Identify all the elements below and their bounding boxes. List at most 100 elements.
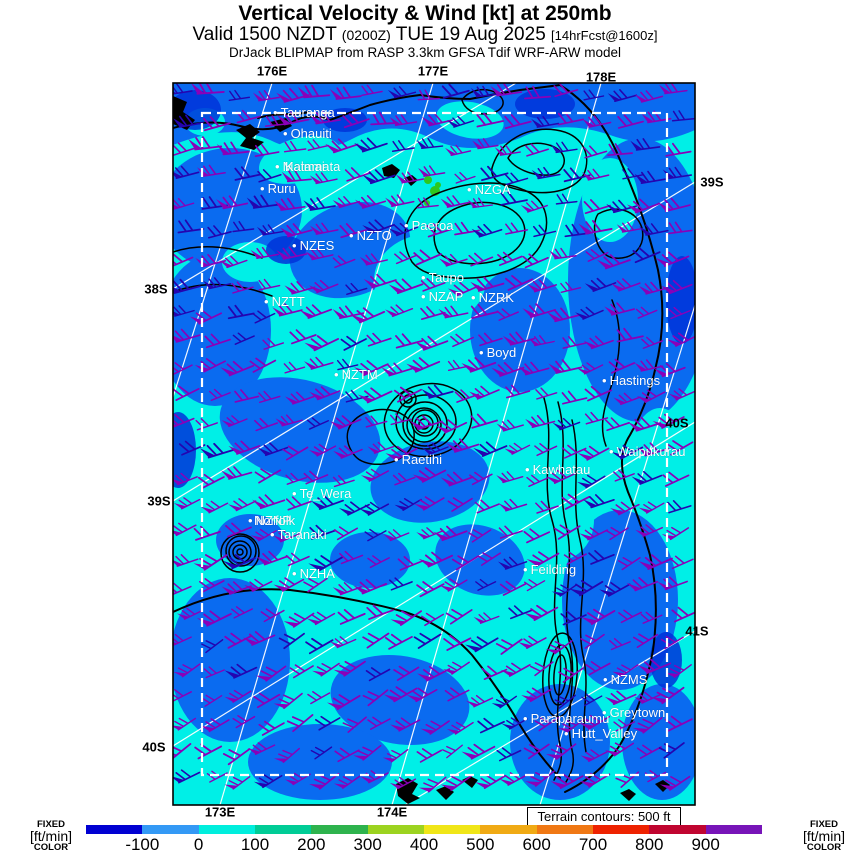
colorbar-units-fixed: FIXED — [810, 819, 838, 830]
colorbar-units-color: COLOR — [33, 842, 69, 853]
wind-barb — [508, 605, 534, 620]
wind-barb — [496, 419, 524, 432]
wind-barb — [332, 255, 356, 269]
wind-barb — [470, 276, 505, 292]
wind-barb — [473, 612, 500, 624]
wind-barb — [518, 361, 550, 376]
wind-barb — [340, 335, 367, 351]
wind-barb — [219, 255, 248, 269]
wind-barb — [611, 444, 644, 460]
wind-barb — [202, 277, 232, 290]
place-name: Kawhatau — [532, 462, 591, 477]
place-dot: • — [603, 672, 608, 687]
wind-barb — [417, 165, 446, 177]
wind-barb — [234, 389, 260, 403]
place-name: Taupo — [428, 270, 464, 285]
wind-barb — [173, 689, 192, 703]
place-dot: • — [421, 289, 426, 304]
grid-label: 174E — [376, 804, 408, 820]
colorbar-segment — [86, 825, 143, 834]
wind-barb — [584, 385, 613, 402]
wind-barb — [525, 143, 549, 157]
wind-barb — [634, 691, 661, 704]
wind-barb — [306, 417, 329, 430]
wind-barb — [337, 609, 366, 625]
wind-barb — [638, 281, 669, 295]
wind-barb — [550, 141, 578, 154]
wind-barb — [561, 493, 590, 510]
wind-barb — [525, 414, 556, 429]
place-dot: • — [283, 126, 288, 141]
wind-barb — [417, 665, 451, 682]
wind-barb — [496, 308, 519, 321]
wind-barb — [304, 335, 340, 352]
wind-barb — [450, 333, 474, 348]
wind-barb — [366, 332, 392, 347]
wind-barb — [278, 632, 305, 650]
wind-barb — [274, 747, 300, 763]
wind-barb — [345, 282, 368, 295]
place-label: • Kawhatau — [525, 463, 590, 476]
wind-barb — [365, 415, 388, 428]
place-label: • Te_Wera — [292, 487, 351, 500]
wind-barb — [361, 84, 383, 97]
wind-barb — [661, 526, 690, 541]
wind-barb — [473, 441, 508, 457]
wind-barb — [418, 776, 447, 793]
wind-barb — [616, 327, 644, 343]
wind-barb — [468, 385, 500, 400]
wind-barb — [637, 658, 672, 674]
wind-barb — [497, 251, 523, 266]
wind-barb — [604, 742, 635, 757]
grid-label: 178E — [585, 69, 617, 85]
wind-barb — [461, 743, 496, 760]
wind-barb — [363, 273, 397, 289]
wind-barb — [362, 169, 396, 185]
wind-barb — [216, 141, 250, 156]
wind-barb — [581, 608, 616, 626]
wind-barb — [528, 335, 555, 347]
place-dot: • — [404, 218, 409, 233]
wind-barb — [258, 720, 285, 736]
wind-barb — [596, 254, 631, 270]
wind-barb — [339, 550, 364, 565]
wind-barb — [273, 577, 305, 592]
wind-barb — [339, 223, 367, 239]
place-name: Tauranga — [280, 105, 335, 120]
wind-barb — [579, 527, 609, 541]
wind-barb — [622, 168, 644, 180]
wind-barb — [632, 633, 659, 648]
place-label: • NZAP — [421, 290, 463, 303]
place-name: NZGA — [474, 182, 511, 197]
colorbar-tick: 500 — [466, 835, 495, 854]
wind-barb — [367, 441, 395, 454]
place-dot: • — [525, 462, 530, 477]
wind-barb — [632, 247, 661, 264]
place-name: NZTT — [271, 294, 305, 309]
wind-barb — [208, 388, 231, 402]
wind-barb — [553, 83, 579, 98]
wind-barb — [583, 199, 611, 215]
wind-barb — [561, 444, 587, 459]
wind-barb — [305, 248, 334, 261]
wind-barb — [310, 495, 344, 510]
colorbar-segment — [536, 825, 593, 834]
wind-barb — [464, 636, 499, 653]
wind-barb — [657, 576, 688, 591]
wind-barb — [354, 195, 387, 209]
wind-barb — [584, 277, 617, 292]
wind-barb — [535, 500, 559, 514]
wind-barb — [440, 775, 472, 791]
place-dot: • — [292, 566, 297, 581]
wind-barb — [178, 440, 206, 456]
place-name: Paraparaumu — [530, 711, 610, 726]
wind-barb — [518, 635, 547, 649]
wind-barb — [382, 748, 409, 763]
valid-time-line: Valid 1500 NZDT (0200Z) TUE 19 Aug 2025 … — [0, 25, 850, 45]
place-dot: • — [334, 367, 339, 382]
wind-barb — [307, 691, 331, 705]
colorbar-units-ftmin: [ft/min] — [802, 828, 845, 844]
wind-barb — [470, 303, 499, 319]
place-dot: • — [523, 711, 528, 726]
wind-barb — [173, 305, 195, 317]
